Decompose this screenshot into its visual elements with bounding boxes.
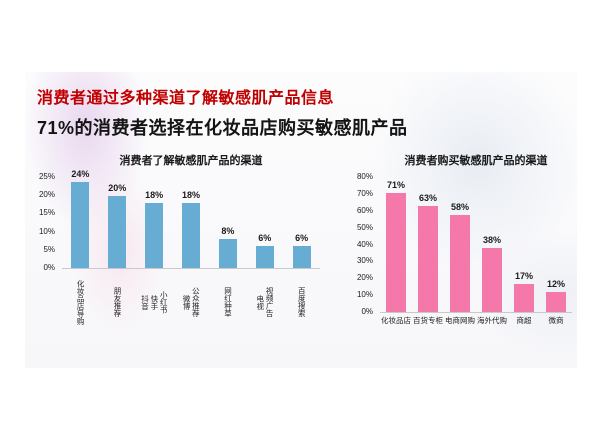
- bar: [418, 206, 438, 312]
- bar-slot: 18%: [173, 178, 210, 268]
- bar-slot: 6%: [283, 178, 320, 268]
- bar: [108, 196, 127, 268]
- y-tick-label: 10%: [38, 226, 55, 236]
- bar-slot: 38%: [476, 178, 508, 312]
- bar-value-label: 18%: [145, 190, 164, 201]
- x-category-label: 百货专柜: [413, 316, 443, 325]
- x-category-label: 海外代购: [477, 316, 507, 325]
- x-category-label: 微商: [548, 316, 564, 325]
- bar-value-label: 63%: [418, 193, 438, 204]
- bar-value-label: 8%: [221, 226, 235, 237]
- bar-slot: 63%: [412, 178, 444, 312]
- bar: [145, 203, 164, 268]
- right-chart-plot: 71% 63% 58% 38% 17% 12%: [380, 178, 572, 313]
- bar-value-label: 18%: [181, 190, 201, 201]
- x-category-label: 电视 视频广告: [255, 287, 275, 317]
- bar-value-label: 24%: [71, 168, 90, 179]
- bar-slot: 8%: [209, 178, 246, 268]
- y-tick-label: 15%: [38, 208, 55, 218]
- left-chart-plot: 24% 20% 18% 18% 8% 6% 6%: [62, 169, 320, 269]
- y-tick-label: 10%: [356, 290, 373, 300]
- x-category-label: 商超: [516, 316, 532, 325]
- bar-slot: 17%: [508, 178, 540, 312]
- y-tick-label: 50%: [356, 222, 373, 232]
- bar: [514, 283, 534, 312]
- bar: [182, 203, 200, 268]
- bar-value-label: 6%: [295, 233, 309, 244]
- left-chart-title: 消费者了解敏感肌产品的渠道: [119, 155, 263, 167]
- bar-slot: 24%: [62, 169, 99, 268]
- bar-slot: 12%: [540, 178, 572, 312]
- x-category-label: 抖音 快手 小红书: [140, 290, 169, 314]
- bar: [450, 214, 470, 312]
- bar: [546, 291, 566, 312]
- x-category-label: 化妆品店导购: [76, 279, 86, 325]
- left-chart-y-axis: 0% 5% 10% 15% 20% 25%: [25, 172, 59, 272]
- y-tick-label: 20%: [356, 273, 373, 283]
- x-category-label: 微博 公众推荐: [182, 287, 201, 317]
- bar: [482, 248, 502, 312]
- bar-slot: 20%: [99, 178, 136, 268]
- x-category-label: 百度搜索: [297, 287, 307, 317]
- bar: [292, 246, 311, 268]
- bar: [218, 239, 237, 268]
- x-category-label: 电商网购: [445, 316, 475, 325]
- y-tick-label: 60%: [356, 205, 373, 215]
- y-tick-label: 40%: [356, 239, 373, 249]
- right-chart-title: 消费者购买敏感肌产品的渠道: [404, 155, 548, 167]
- bar: [71, 181, 90, 268]
- y-tick-label: 0%: [43, 263, 55, 272]
- y-tick-label: 70%: [356, 188, 373, 198]
- bar-value-label: 20%: [108, 183, 127, 193]
- bar-slot: 6%: [246, 178, 283, 268]
- right-chart-x-labels: 化妆品店 百货专柜 电商网购 海外代购 商超 微商: [380, 315, 572, 329]
- headline-line1: 消费者通过多种渠道了解敏感肌产品信息: [37, 90, 335, 107]
- bar: [255, 246, 274, 268]
- bar-slot: 71%: [380, 178, 412, 312]
- y-tick-label: 20%: [38, 190, 55, 200]
- right-chart-y-axis: 0% 10% 20% 30% 40% 50% 60% 70% 80%: [343, 172, 377, 316]
- y-tick-label: 0%: [361, 307, 373, 316]
- bar-value-label: 17%: [514, 270, 534, 281]
- x-category-label: 网红种草: [223, 287, 233, 317]
- bar-value-label: 71%: [386, 180, 406, 191]
- slide-background: 消费者通过多种渠道了解敏感肌产品信息 71%的消费者选择在化妆品店购买敏感肌产品…: [25, 72, 577, 368]
- y-tick-label: 80%: [356, 172, 373, 181]
- bar-value-label: 6%: [258, 233, 272, 244]
- x-category-label: 朋友推荐: [112, 287, 122, 317]
- bar-slot: 58%: [444, 178, 476, 312]
- y-tick-label: 5%: [43, 244, 55, 254]
- y-tick-label: 25%: [38, 172, 55, 181]
- bar-slot: 18%: [136, 178, 173, 268]
- headline-line2: 71%的消费者选择在化妆品店购买敏感肌产品: [37, 118, 408, 138]
- x-category-label: 化妆品店: [381, 316, 411, 325]
- bar-value-label: 38%: [482, 235, 502, 246]
- bar-value-label: 12%: [546, 278, 566, 289]
- y-tick-label: 30%: [356, 256, 373, 266]
- left-chart-x-labels: 化妆品店导购 朋友推荐 抖音 快手 小红书 微博 公众推荐 网红种草 电视 视频广告 百度搜…: [62, 271, 320, 333]
- bar-value-label: 58%: [450, 201, 470, 212]
- bar: [386, 193, 406, 312]
